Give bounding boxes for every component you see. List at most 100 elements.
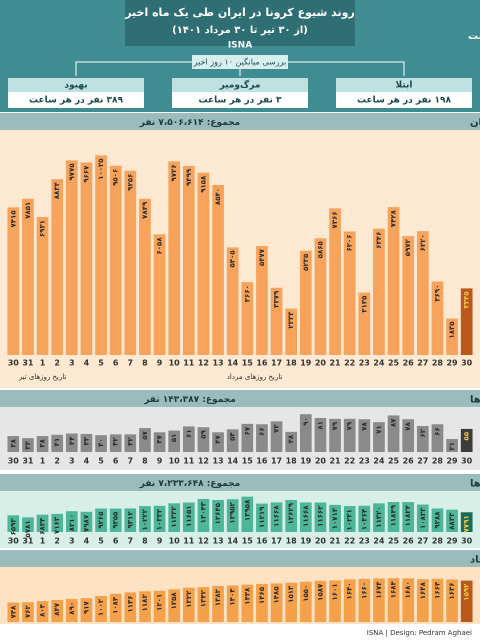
x-tick-label: 15 <box>242 359 254 368</box>
x-tick-label: 16 <box>256 359 268 368</box>
x-tick-label: 1 <box>40 359 46 368</box>
value-label: ۱۵۱۳ <box>287 585 295 603</box>
stat-boxes: بهبود ۳۸۹ نفر در هر ساعت مرگ‌ومیر ۳ نفر … <box>8 78 472 108</box>
x-tick-label: 27 <box>417 537 428 546</box>
panel-background <box>0 113 480 388</box>
bar <box>22 602 34 622</box>
x-tick-label: 6 <box>113 359 119 368</box>
x-tick-label: 24 <box>373 359 385 368</box>
panel-header <box>0 474 480 491</box>
x-tick-label: 31 <box>22 359 34 368</box>
bar <box>182 502 195 532</box>
value-label: ۷۱۶۳ <box>53 516 61 534</box>
value-label: ۱۴۶۵ <box>258 586 266 604</box>
bar <box>460 580 473 622</box>
x-tick-label: 30 <box>8 537 20 546</box>
panel-title: بیماران با وضعیت حاد <box>470 555 480 566</box>
x-tick-label: 24 <box>373 537 385 546</box>
value-label: ۶۲۲۰ <box>419 234 427 251</box>
value-label: ۱۶۸۰ <box>404 581 412 598</box>
stat-label: ابتلا <box>396 81 413 91</box>
value-label: ۹۶۶۷ <box>82 165 90 183</box>
x-tick-label: 8 <box>142 359 148 368</box>
panel-header <box>0 113 480 130</box>
bar <box>109 165 122 355</box>
value-label: ۴۷ <box>214 435 222 444</box>
x-tick-label: 30 <box>461 457 473 466</box>
bar <box>168 503 181 532</box>
x-tick-label: 19 <box>300 537 312 546</box>
value-label: ۳۱ <box>448 442 456 451</box>
value-label: ۱۴۸۵ <box>273 586 281 604</box>
value-label: ۸۲۱۰ <box>68 514 76 531</box>
bar <box>65 598 78 622</box>
bar <box>197 498 210 532</box>
bar <box>7 436 20 452</box>
bar <box>153 590 166 622</box>
value-label: ۱۵۹۲ <box>463 583 471 601</box>
bar <box>139 591 151 622</box>
value-label: ۶۱ <box>185 429 193 438</box>
x-tick-label: 6 <box>113 537 119 546</box>
bar <box>299 414 312 452</box>
bar <box>109 593 122 622</box>
bar <box>212 184 224 355</box>
x-tick-label: 8 <box>142 537 148 546</box>
x-tick-label: 25 <box>388 537 400 546</box>
value-label: ۱۰۲۲۲ <box>141 508 149 530</box>
stat-label-box <box>172 78 308 92</box>
value-label: ۱۰۳۳۲ <box>156 508 164 530</box>
value-label: ۱۳۸۳ <box>214 588 222 606</box>
bar <box>153 505 166 532</box>
stat-label-box <box>336 78 472 92</box>
x-tick-label: 5 <box>98 537 104 546</box>
value-label: ۳۳۴۵ <box>463 291 471 309</box>
value-label: ۱۳۹۵۸ <box>243 499 251 521</box>
stat-label-box <box>8 78 144 92</box>
bar <box>80 598 93 622</box>
bar <box>270 287 283 355</box>
value-label: ۴۴ <box>68 436 76 445</box>
bar <box>329 208 341 355</box>
x-tick-label: 11 <box>183 457 195 466</box>
x-tick-label: 6 <box>113 457 119 466</box>
value-label: ۳۳ <box>24 440 32 449</box>
agency: ISNA <box>228 41 252 51</box>
value-label: ۱۲۰۱ <box>156 594 164 611</box>
value-label: ۹۴۹۹ <box>185 168 193 186</box>
bar <box>387 415 400 452</box>
value-label: ۹۱۵۸ <box>199 175 207 193</box>
value-label: ۹۰ <box>302 417 310 426</box>
bar <box>285 500 298 532</box>
bar <box>416 504 429 532</box>
value-label: ۷۸۵۱ <box>24 202 32 219</box>
x-tick-label: 16 <box>256 537 268 546</box>
value-label: ۱۶۸۴ <box>390 580 398 598</box>
x-tick-label: 30 <box>8 457 20 466</box>
x-tick-label: 10 <box>169 359 181 368</box>
value-label: ۴۰ <box>97 438 105 447</box>
value-label: ۱۱۳۶ <box>126 595 134 612</box>
bar <box>416 425 429 452</box>
value-label: ۷۹ <box>346 421 354 430</box>
x-tick-label: 7 <box>128 537 134 546</box>
bar <box>241 496 254 532</box>
value-label: ۸۴۷ <box>53 602 61 616</box>
bar <box>358 505 371 532</box>
x-tick-label: 17 <box>271 359 282 368</box>
bar <box>256 583 268 622</box>
value-label: ۱۶۳۶ <box>448 582 456 599</box>
x-tick-label: 10 <box>169 537 181 546</box>
x-tick-label: 20 <box>315 359 327 368</box>
x-tick-label: 9 <box>157 359 163 368</box>
bar <box>80 511 93 532</box>
value-label: ۹۷۷۵ <box>68 163 76 181</box>
bar <box>256 424 268 452</box>
title-box <box>125 0 355 46</box>
bar <box>95 595 107 622</box>
value-label: ۱۶۰۱ <box>331 583 339 600</box>
value-label: ۱۱۲۱۹ <box>258 506 266 528</box>
bar <box>168 161 181 355</box>
average-label: بررسی میانگین ۱۰ روز اخیر <box>193 57 287 67</box>
value-label: ۱۳۲۲ <box>185 590 193 608</box>
